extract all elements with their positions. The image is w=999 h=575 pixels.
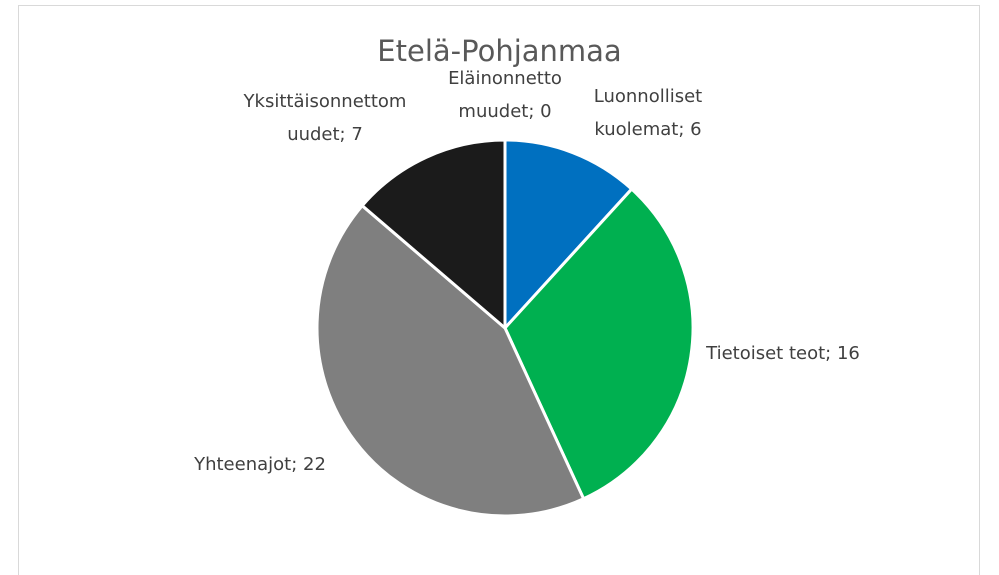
pie-slice	[503, 138, 634, 332]
chart-title: Etelä-Pohjanmaa	[377, 34, 622, 68]
pie-slice	[360, 138, 507, 332]
pie-slice	[315, 203, 586, 518]
data-label: Yhteenajot; 22	[194, 454, 326, 475]
pie-slice	[503, 186, 695, 501]
data-label: Luonnolliset kuolemat; 6	[593, 86, 703, 140]
data-label: Tietoiset teot; 16	[706, 343, 860, 364]
data-label: Yksittäisonnettomuudet; 7	[243, 91, 407, 145]
data-label: Eläinonnettomuudet; 0	[448, 68, 562, 122]
chart-frame	[18, 5, 980, 575]
